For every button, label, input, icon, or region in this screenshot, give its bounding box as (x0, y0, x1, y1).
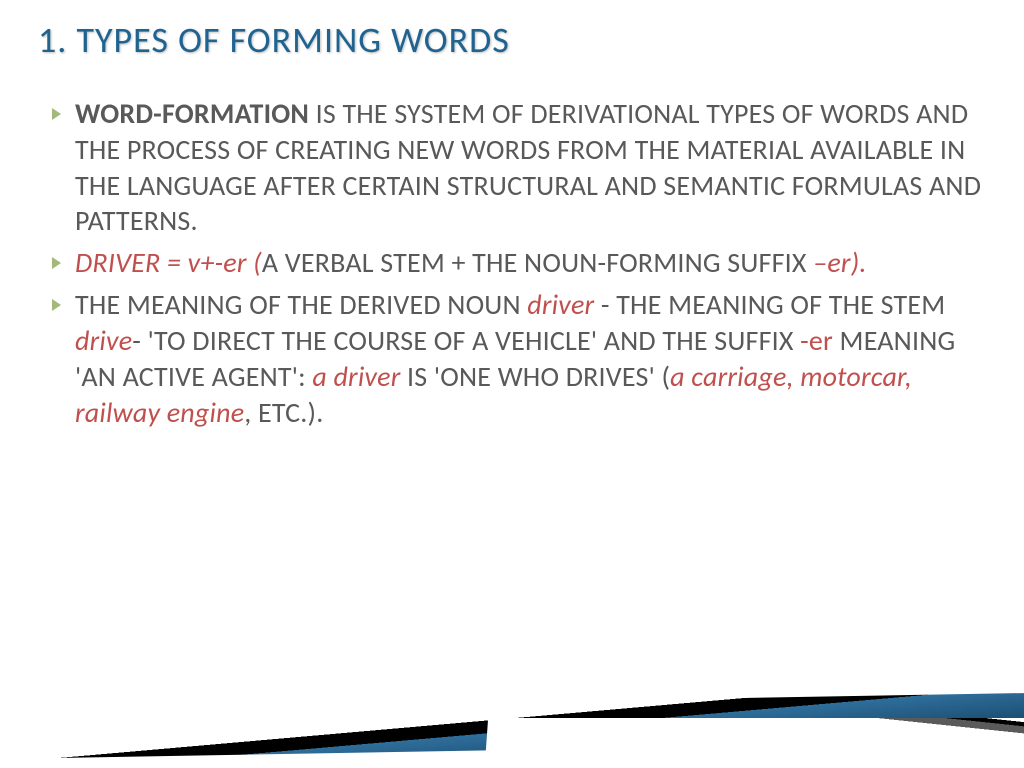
text-run: drive (75, 323, 132, 358)
text-run: to direct the course of a vehicle (154, 323, 591, 358)
bullet-item: Driver = v+-er (a verbal stem + the noun… (52, 245, 986, 281)
bullet-marker-icon (52, 108, 61, 120)
bullet-text: Word-formation is the system of derivati… (75, 96, 986, 239)
text-run: -er (800, 323, 833, 358)
bullet-text: Driver = v+-er (a verbal stem + the noun… (75, 245, 867, 281)
text-run: v (188, 245, 201, 280)
bullet-marker-icon (52, 299, 61, 311)
bullet-text: The meaning of the derived noun driver -… (75, 287, 986, 430)
text-run: ': (292, 359, 313, 394)
slide-title: 1. TYPES OF FORMING WORDS (38, 18, 986, 62)
text-run: Word-formation (75, 96, 309, 131)
text-run: - (594, 287, 616, 322)
slide-body: Word-formation is the system of derivati… (38, 96, 986, 430)
text-run: is ' (401, 359, 441, 394)
text-run: The meaning of the derived noun (75, 287, 527, 322)
text-run: –er). (813, 245, 866, 280)
bottom-accent-bar (0, 692, 1024, 760)
bullet-item: Word-formation is the system of derivati… (52, 96, 986, 239)
text-run: etc (258, 395, 300, 430)
text-run: + (200, 245, 214, 280)
text-run: an active agent (81, 359, 291, 394)
text-run: a driver (312, 359, 400, 394)
text-run: the meaning of the stem (616, 287, 945, 322)
bottom-right-wedge (484, 718, 1024, 768)
text-run: a verbal stem + the noun-forming suffix (262, 245, 813, 280)
bullet-item: The meaning of the derived noun driver -… (52, 287, 986, 430)
slide-container: 1. TYPES OF FORMING WORDS Word-formation… (0, 0, 1024, 768)
text-run: ' ( (649, 359, 671, 394)
text-run: - ' (132, 323, 154, 358)
text-run: driver (527, 287, 594, 322)
text-run: .). (300, 395, 323, 430)
text-run: ' and the suffix (591, 323, 800, 358)
bullet-marker-icon (52, 257, 61, 269)
text-run: Driver = (75, 245, 188, 280)
text-run: one who drives (440, 359, 648, 394)
text-run: , (244, 395, 258, 430)
text-run: -er ( (215, 245, 262, 280)
